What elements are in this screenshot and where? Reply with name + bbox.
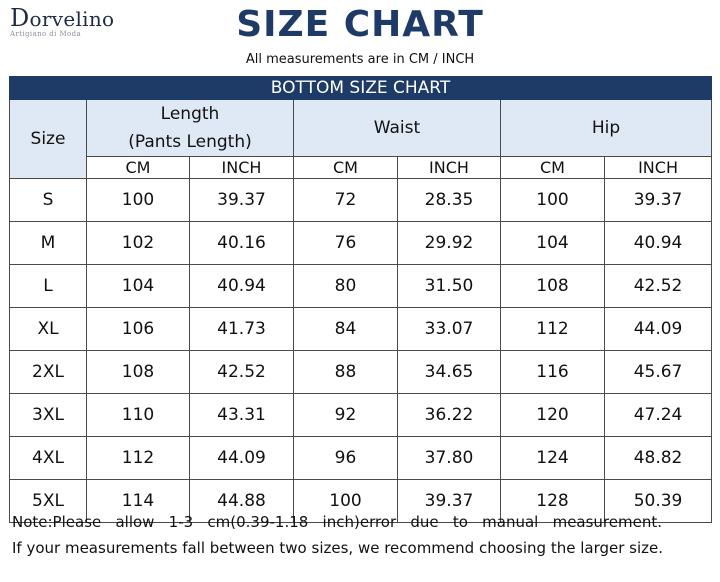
length-cm-cell: 102 <box>86 221 190 265</box>
length-cm-cell: 104 <box>86 264 190 308</box>
table-row: 2XL 108 42.52 88 34.65 116 45.67 <box>9 350 713 394</box>
waist-cm-cell: 100 <box>293 479 398 523</box>
length-cm-cell: 100 <box>86 178 190 222</box>
waist-cm-cell: 92 <box>293 393 398 437</box>
length-header-line1: Length <box>160 104 220 124</box>
waist-inch-cell: 36.22 <box>397 393 501 437</box>
waist-cm-cell: 96 <box>293 436 398 480</box>
note-line-2: If your measurements fall between two si… <box>12 539 664 557</box>
hip-inch-cell: 39.37 <box>603 178 713 222</box>
length-cm-cell: 108 <box>86 350 190 394</box>
length-group-header: Length (Pants Length) <box>86 99 294 157</box>
unit-header-hip-cm: CM <box>500 156 605 179</box>
size-cell: XL <box>9 307 87 351</box>
waist-inch-cell: 28.35 <box>397 178 501 222</box>
hip-cm-cell: 124 <box>500 436 605 480</box>
hip-cm-cell: 116 <box>500 350 605 394</box>
waist-inch-cell: 37.80 <box>397 436 501 480</box>
unit-header-waist-cm: CM <box>293 156 398 179</box>
table-row: XL 106 41.73 84 33.07 112 44.09 <box>9 307 713 351</box>
length-inch-cell: 43.31 <box>189 393 294 437</box>
length-inch-cell: 40.94 <box>189 264 294 308</box>
length-inch-cell: 44.09 <box>189 436 294 480</box>
length-inch-cell: 41.73 <box>189 307 294 351</box>
measurement-note: Note:Please allow 1-3 cm(0.39-1.18 inch)… <box>12 509 712 561</box>
hip-cm-cell: 104 <box>500 221 605 265</box>
table-row: M 102 40.16 76 29.92 104 40.94 <box>9 221 713 265</box>
table-row: L 104 40.94 80 31.50 108 42.52 <box>9 264 713 308</box>
size-cell: S <box>9 178 87 222</box>
size-chart-table: BOTTOM SIZE CHART Size Length (Pants Len… <box>8 76 713 523</box>
waist-cm-cell: 88 <box>293 350 398 394</box>
length-cm-cell: 110 <box>86 393 190 437</box>
table-banner: BOTTOM SIZE CHART <box>8 76 713 100</box>
hip-cm-cell: 120 <box>500 393 605 437</box>
brand-name-rest: orvelino <box>29 7 115 31</box>
waist-inch-cell: 39.37 <box>397 479 501 523</box>
size-cell: 2XL <box>9 350 87 394</box>
table-row: 4XL 112 44.09 96 37.80 124 48.82 <box>9 436 713 480</box>
hip-inch-cell: 48.82 <box>603 436 713 480</box>
hip-inch-cell: 40.94 <box>603 221 713 265</box>
length-inch-cell: 40.16 <box>189 221 294 265</box>
unit-header-waist-inch: INCH <box>397 156 501 179</box>
hip-inch-cell: 44.09 <box>603 307 713 351</box>
hip-cm-cell: 128 <box>500 479 605 523</box>
group-header-row: Size Length (Pants Length) Waist Hip <box>9 99 713 179</box>
waist-inch-cell: 29.92 <box>397 221 501 265</box>
hip-cm-cell: 112 <box>500 307 605 351</box>
unit-header-hip-inch: INCH <box>603 156 713 179</box>
waist-cm-cell: 84 <box>293 307 398 351</box>
unit-header-length-cm: CM <box>86 156 190 179</box>
brand-logo: Dorvelino Artigiano di Moda <box>10 4 130 44</box>
hip-inch-cell: 45.67 <box>603 350 713 394</box>
length-inch-cell: 42.52 <box>189 350 294 394</box>
size-cell: 4XL <box>9 436 87 480</box>
waist-cm-cell: 80 <box>293 264 398 308</box>
brand-tagline: Artigiano di Moda <box>10 30 82 38</box>
waist-cm-cell: 72 <box>293 178 398 222</box>
waist-cm-cell: 76 <box>293 221 398 265</box>
waist-inch-cell: 34.65 <box>397 350 501 394</box>
brand-name-initial: D <box>10 4 30 32</box>
size-cell: L <box>9 264 87 308</box>
hip-inch-cell: 42.52 <box>603 264 713 308</box>
unit-header-row: CM INCH CM INCH CM INCH <box>10 156 713 179</box>
unit-header-length-inch: INCH <box>189 156 294 179</box>
waist-inch-cell: 33.07 <box>397 307 501 351</box>
hip-inch-cell: 47.24 <box>603 393 713 437</box>
size-cell: 3XL <box>9 393 87 437</box>
size-cell: M <box>9 221 87 265</box>
length-cm-cell: 106 <box>86 307 190 351</box>
size-column-header: Size <box>9 99 87 179</box>
length-cm-cell: 114 <box>86 479 190 523</box>
table-row: 3XL 110 43.31 92 36.22 120 47.24 <box>9 393 713 437</box>
length-header-line2: (Pants Length) <box>128 132 252 152</box>
waist-inch-cell: 31.50 <box>397 264 501 308</box>
hip-inch-cell: 50.39 <box>603 479 713 523</box>
length-cm-cell: 112 <box>86 436 190 480</box>
table-banner-row: BOTTOM SIZE CHART <box>8 76 713 100</box>
length-inch-cell: 39.37 <box>189 178 294 222</box>
hip-cm-cell: 100 <box>500 178 605 222</box>
waist-group-header: Waist <box>293 99 501 157</box>
page-title: SIZE CHART <box>236 4 484 45</box>
hip-group-header: Hip <box>499 99 713 157</box>
page-subtitle: All measurements are in CM / INCH <box>245 52 475 67</box>
table-row: S 100 39.37 72 28.35 100 39.37 <box>9 178 713 222</box>
brand-name: Dorvelino <box>10 4 130 32</box>
size-chart-table-container: BOTTOM SIZE CHART Size Length (Pants Len… <box>8 76 713 523</box>
hip-cm-cell: 108 <box>500 264 605 308</box>
table-row: 5XL 114 44.88 100 39.37 128 50.39 <box>9 479 713 523</box>
note-line-1: Note:Please allow 1-3 cm(0.39-1.18 inch)… <box>12 513 662 531</box>
